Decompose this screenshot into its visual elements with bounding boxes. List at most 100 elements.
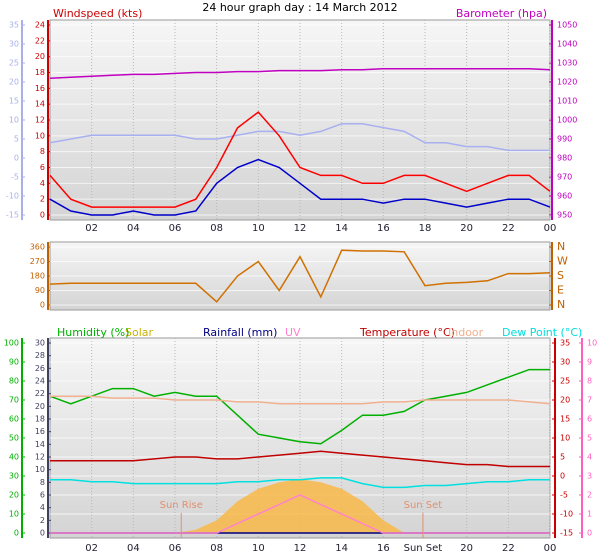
y-tick-label: N (557, 240, 565, 253)
y-tick-label: 5 (14, 135, 19, 144)
y-tick-label: 10 (9, 116, 19, 125)
y-tick-label: 8 (587, 377, 592, 386)
y-tick-label: 10 (560, 434, 570, 443)
y-tick-label: 0 (40, 301, 45, 310)
y-tick-label: 10 (35, 131, 45, 140)
x-tick-label: 16 (377, 543, 390, 554)
y-tick-label: S (557, 269, 564, 282)
y-tick-label: 15 (560, 415, 570, 424)
y-tick-label: E (557, 284, 564, 297)
x-tick-label: 22 (502, 543, 515, 554)
y-tick-label: 0 (587, 529, 592, 538)
line (49, 368, 550, 445)
y-tick-label: 20 (9, 78, 19, 87)
line (50, 395, 551, 405)
y-tick-label: 990 (557, 135, 572, 144)
y-tick-label: 4 (40, 179, 45, 188)
x-tick-label: 10 (252, 223, 265, 234)
y-tick-label: 970 (557, 173, 572, 182)
y-tick-label: 4 (40, 503, 45, 512)
y-tick-label: 30 (35, 339, 45, 348)
y-tick-label: 2 (587, 491, 592, 500)
y-tick-label: -10 (560, 510, 573, 519)
y-tick-label: 30 (9, 472, 19, 481)
y-tick-label: 20 (35, 52, 45, 61)
y-tick-label: 12 (35, 453, 45, 462)
y-tick-label: 1020 (557, 78, 577, 87)
x-tick-label: 14 (335, 223, 348, 234)
legend-entry: Rainfall (mm) (203, 326, 277, 339)
y-tick-label: 1010 (557, 97, 577, 106)
y-tick-label: -10 (6, 192, 19, 201)
x-tick-label: 12 (294, 543, 307, 554)
annotation: Sun Set (404, 500, 443, 511)
y-tick-label: 22 (35, 36, 45, 45)
y-tick-label: 30 (9, 40, 19, 49)
y-tick-label: W (557, 255, 568, 268)
y-tick-label: 1030 (557, 59, 577, 68)
y-tick-label: 0 (40, 529, 45, 538)
legend-entry: Dew Point (°C) (502, 326, 582, 339)
y-tick-label: 12 (35, 116, 45, 125)
y-tick-label: 1000 (557, 116, 577, 125)
y-tick-label: 3 (587, 472, 592, 481)
legend-entry: Temperature (°C) (359, 326, 455, 339)
legend-entry: UV (285, 326, 301, 339)
y-tick-label: 90 (35, 286, 45, 295)
y-tick-label: 10 (587, 339, 597, 348)
y-tick-label: 16 (35, 427, 45, 436)
y-tick-label: 24 (35, 377, 45, 386)
y-tick-label: -15 (560, 529, 573, 538)
x-tick-label: 06 (169, 223, 182, 234)
x-tick-label: 12 (294, 223, 307, 234)
y-tick-label: 360 (30, 243, 45, 252)
y-tick-label: 18 (35, 415, 45, 424)
y-tick-label: 980 (557, 154, 572, 163)
x-tick-label: 10 (252, 543, 265, 554)
y-tick-label: 18 (35, 68, 45, 77)
y-tick-label: 35 (9, 21, 19, 30)
x-tick-label: 04 (127, 223, 140, 234)
y-tick-label: 20 (560, 396, 570, 405)
x-tick-label: 02 (85, 543, 98, 554)
y-tick-label: N (557, 298, 565, 311)
title: 24 hour graph day : 14 March 2012 (202, 1, 397, 14)
x-tick-label: 04 (127, 543, 140, 554)
y-tick-label: 90 (9, 358, 19, 367)
axis-title: Windspeed (kts) (53, 7, 142, 20)
y-tick-label: 24 (35, 21, 45, 30)
y-tick-label: 14 (35, 100, 45, 109)
y-tick-label: 20 (35, 402, 45, 411)
y-tick-label: -15 (6, 211, 19, 220)
x-tick-label: 02 (85, 223, 98, 234)
y-tick-label: 15 (9, 97, 19, 106)
y-tick-label: 70 (9, 396, 19, 405)
y-tick-label: 0 (14, 529, 19, 538)
y-tick-label: 22 (35, 389, 45, 398)
y-tick-label: 50 (9, 434, 19, 443)
y-tick-label: 0 (14, 154, 19, 163)
y-tick-label: 10 (35, 465, 45, 474)
y-tick-label: 0 (560, 472, 565, 481)
y-tick-label: 7 (587, 396, 592, 405)
y-tick-label: 180 (30, 272, 45, 281)
y-tick-label: -5 (11, 173, 19, 182)
y-tick-label: 25 (9, 59, 19, 68)
annotation: Sun Rise (160, 500, 203, 511)
line (49, 249, 551, 303)
y-tick-label: 5 (587, 434, 592, 443)
x-tick-label: 14 (335, 543, 348, 554)
line (49, 111, 551, 208)
line (49, 158, 551, 216)
y-tick-label: 26 (35, 364, 45, 373)
y-tick-label: 16 (35, 84, 45, 93)
x-tick-label: 08 (210, 543, 223, 554)
line (49, 123, 550, 152)
y-tick-label: 40 (9, 453, 19, 462)
y-tick-label: 6 (587, 415, 592, 424)
y-tick-label: 25 (560, 377, 570, 386)
x-tick-label: 08 (210, 223, 223, 234)
x-tick-label: 00 (544, 543, 557, 554)
y-tick-label: 950 (557, 211, 572, 220)
y-tick-label: 2 (40, 195, 45, 204)
